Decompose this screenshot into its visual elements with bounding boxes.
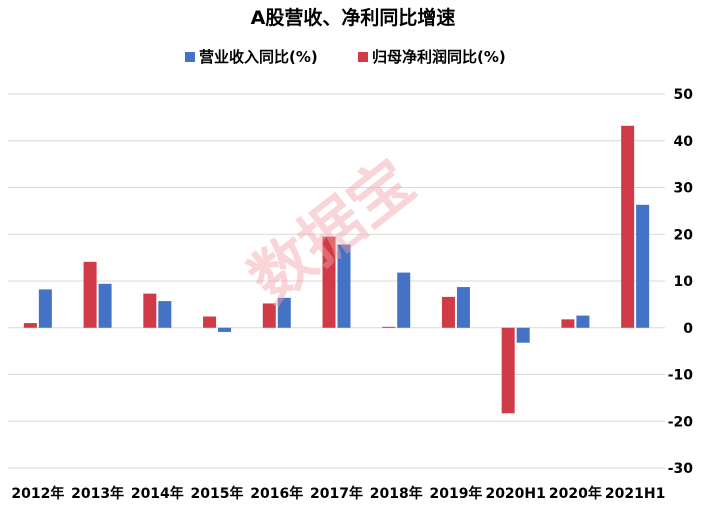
legend-label-profit: 归母净利润同比(%) [372,48,506,66]
bar-net-profit [621,125,635,328]
x-tick-label: 2021H1 [605,486,665,502]
x-axis-ticks: 2012年 2013年 2014年 2015年 2016年 2017年 2018年 2019年… [11,485,665,502]
y-tick-label: 10 [674,274,694,290]
y-tick-label: 20 [674,227,694,243]
bar-revenue [38,289,52,328]
y-tick-label: -10 [668,368,694,384]
x-tick-label: 2015年 [191,485,244,502]
x-tick-label: 2020H1 [485,486,545,502]
bar-net-profit [83,261,97,328]
y-tick-label: 40 [674,134,694,150]
x-tick-label: 2012年 [11,485,64,502]
y-tick-label: 50 [674,87,694,103]
bar-net-profit [501,327,515,414]
bar-net-profit [441,296,455,328]
bar-net-profit [382,326,396,328]
chart-title: A股营收、净利同比增速 [251,6,456,29]
y-tick-label: -20 [668,414,694,430]
legend-swatch-revenue [185,52,195,62]
bar-net-profit [143,293,157,328]
x-tick-label: 2014年 [131,485,184,502]
bars [23,125,650,414]
y-tick-label: -30 [668,461,694,477]
x-tick-label: 2020年 [549,485,602,502]
bar-net-profit [322,236,336,328]
y-axis-ticks: 50 40 30 20 10 0 -10 -20 -30 [668,87,694,477]
x-tick-label: 2018年 [370,485,423,502]
legend-label-revenue: 营业收入同比(%) [199,48,318,66]
legend: 营业收入同比(%) 归母净利润同比(%) [185,48,506,66]
x-tick-label: 2013年 [71,485,124,502]
bar-net-profit [262,303,276,328]
bar-revenue [218,327,232,332]
gridlines [8,93,665,469]
y-tick-label: 30 [674,181,694,197]
x-tick-label: 2019年 [429,485,482,502]
x-tick-label: 2016年 [250,485,303,502]
bar-revenue [456,287,470,328]
x-tick-label: 2017年 [310,485,363,502]
bar-revenue [337,244,351,328]
bar-revenue [98,283,112,328]
bar-net-profit [561,319,575,328]
bar-revenue [277,297,291,328]
bar-net-profit [203,316,217,328]
bar-revenue [516,327,530,343]
legend-swatch-profit [358,52,368,62]
bar-revenue [636,204,650,328]
bar-revenue [397,272,411,328]
bar-revenue [158,301,172,328]
bar-net-profit [23,323,37,328]
bar-revenue [576,315,590,328]
y-tick-label: 0 [683,321,693,337]
